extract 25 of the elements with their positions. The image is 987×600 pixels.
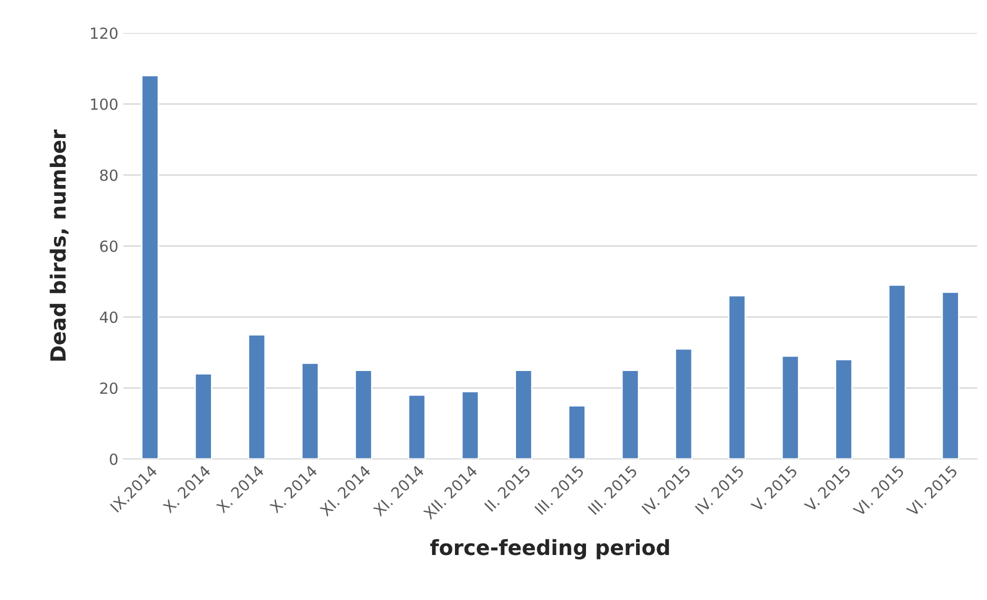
bar <box>514 370 533 459</box>
bar <box>888 284 906 459</box>
bar <box>728 295 746 459</box>
bar <box>248 334 266 459</box>
y-axis-title: Dead birds, number <box>50 129 69 361</box>
bar <box>621 370 640 459</box>
y-tick-label: 0 <box>110 453 118 466</box>
x-axis-title: force-feeding period <box>430 539 669 560</box>
bar <box>568 405 586 459</box>
bar <box>674 348 693 459</box>
bar <box>461 390 480 459</box>
y-tick-label: 40 <box>100 311 118 324</box>
y-tick-label: 120 <box>91 27 118 40</box>
y-tick-label: 100 <box>91 98 118 110</box>
bar <box>781 355 800 459</box>
y-tick-label: 20 <box>100 382 118 394</box>
bar <box>408 394 426 459</box>
bar <box>834 358 853 459</box>
bar <box>941 291 960 459</box>
bar <box>354 370 372 459</box>
bar <box>194 373 212 459</box>
y-tick-label: 80 <box>100 169 118 182</box>
y-tick-label: 60 <box>100 240 118 252</box>
bar <box>301 362 320 459</box>
bar <box>141 74 160 459</box>
